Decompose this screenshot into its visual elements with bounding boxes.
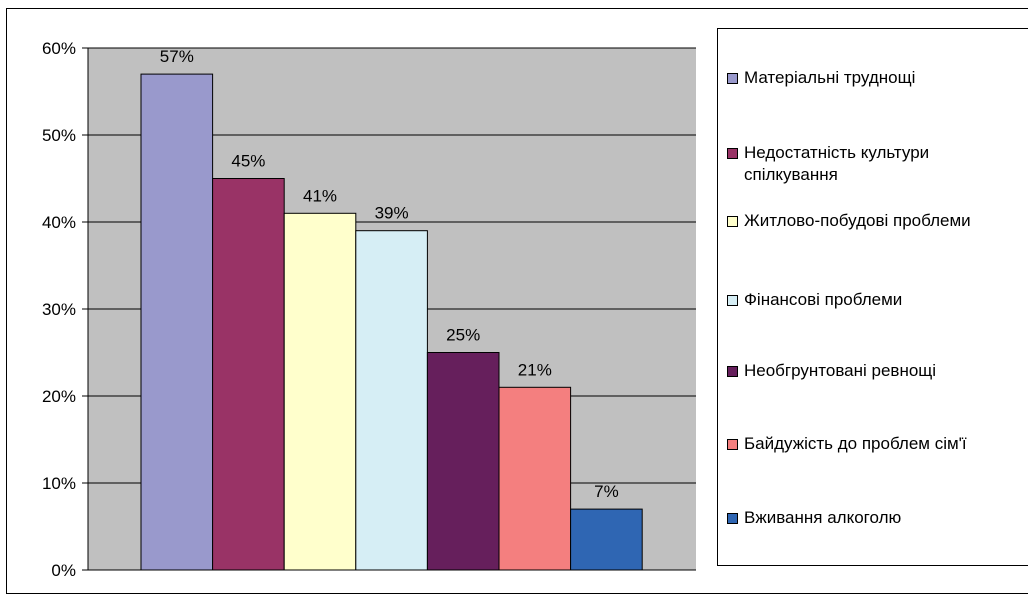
- y-tick-label: 60%: [42, 39, 76, 58]
- legend-item: Фінансові проблеми: [727, 289, 902, 311]
- y-tick-label: 30%: [42, 300, 76, 319]
- data-label: 7%: [594, 482, 619, 501]
- legend-item: Необгрунтовані ревнощі: [727, 360, 936, 382]
- legend-swatch: [727, 439, 738, 450]
- legend-swatch: [727, 148, 738, 159]
- legend-swatch: [727, 366, 738, 377]
- legend-swatch: [727, 216, 738, 227]
- bar: [426, 352, 500, 571]
- bar: [212, 178, 285, 571]
- legend-label: Вживання алкоголю: [744, 508, 902, 527]
- data-label: 25%: [446, 326, 480, 345]
- data-label: 41%: [303, 186, 337, 205]
- legend-item: Житлово-побудові проблеми: [727, 210, 971, 232]
- data-label: 57%: [160, 47, 194, 66]
- data-labels: 57% 45% 41% 39% 25% 21% 7%: [160, 47, 619, 501]
- y-tick-label: 40%: [42, 213, 76, 232]
- legend-label: Байдужість до проблем сім'ї: [744, 434, 967, 453]
- data-label: 39%: [375, 204, 409, 223]
- data-label: 45%: [231, 152, 265, 171]
- legend-swatch: [727, 73, 738, 84]
- bar: [570, 508, 643, 571]
- bar: [140, 73, 214, 571]
- legend-label: Житлово-побудові проблеми: [744, 211, 971, 230]
- y-tick-label: 0%: [51, 561, 76, 580]
- legend-label: Матеріальні труднощі: [744, 68, 916, 87]
- legend-item: Вживання алкоголю: [727, 507, 901, 529]
- legend-label: Необгрунтовані ревнощі: [744, 361, 937, 380]
- legend-label: Фінансові проблеми: [744, 290, 903, 309]
- legend-swatch: [727, 295, 738, 306]
- data-label: 21%: [518, 360, 552, 379]
- bar: [498, 386, 572, 571]
- legend-label: Недостатність культури спілкування: [744, 143, 930, 184]
- bar: [283, 212, 357, 571]
- legend-swatch: [727, 513, 738, 524]
- legend-item: Байдужість до проблем сім'ї: [727, 433, 967, 455]
- legend-item: Недостатність культури спілкування: [727, 142, 929, 186]
- axes: 0% 10% 20% 30% 40% 50% 60%: [42, 39, 696, 580]
- legend: [717, 28, 1028, 566]
- bars: [140, 73, 643, 571]
- y-tick-label: 50%: [42, 126, 76, 145]
- bar: [355, 230, 428, 571]
- legend-item: Матеріальні труднощі: [727, 67, 915, 89]
- y-tick-label: 20%: [42, 387, 76, 406]
- y-tick-label: 10%: [42, 474, 76, 493]
